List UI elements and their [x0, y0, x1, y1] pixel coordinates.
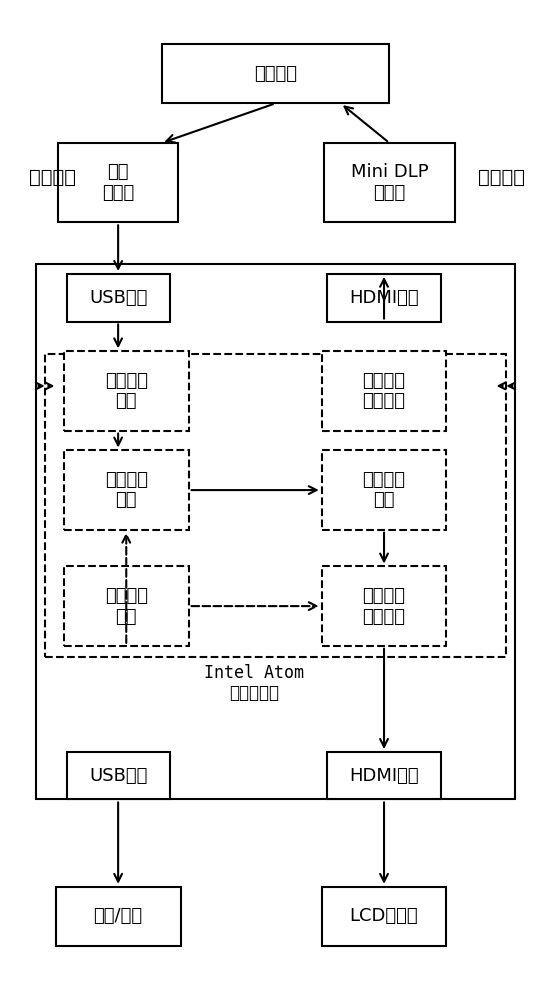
Bar: [327, 752, 441, 799]
Text: 相位计算
模块: 相位计算 模块: [105, 471, 148, 509]
Text: LCD显示屏: LCD显示屏: [350, 908, 418, 926]
Text: Mini DLP
投影仪: Mini DLP 投影仪: [350, 163, 428, 202]
Bar: [64, 351, 188, 431]
Bar: [45, 354, 506, 657]
Bar: [58, 143, 178, 222]
Text: 形变光栅: 形变光栅: [29, 168, 75, 187]
Text: 三维形貌
重建模块: 三维形貌 重建模块: [363, 587, 406, 626]
Text: 键盘/鼠标: 键盘/鼠标: [94, 908, 143, 926]
Text: USB接口: USB接口: [89, 289, 147, 307]
Bar: [36, 264, 515, 799]
Bar: [322, 351, 446, 431]
Bar: [67, 274, 170, 322]
Bar: [64, 566, 188, 646]
Bar: [56, 887, 181, 946]
Text: 参数设置
模块: 参数设置 模块: [105, 587, 148, 626]
Bar: [161, 44, 390, 103]
Bar: [67, 752, 170, 799]
Text: USB接口: USB接口: [89, 767, 147, 785]
Bar: [64, 450, 188, 530]
Bar: [322, 566, 446, 646]
Text: 被测对象: 被测对象: [254, 65, 297, 83]
Text: 数字光栅
投影模块: 数字光栅 投影模块: [363, 372, 406, 410]
Text: 图像捕获
模块: 图像捕获 模块: [105, 372, 148, 410]
Text: Intel Atom
嵌入式平台: Intel Atom 嵌入式平台: [204, 664, 304, 702]
Bar: [325, 143, 455, 222]
Bar: [322, 450, 446, 530]
Text: 相位展开
模块: 相位展开 模块: [363, 471, 406, 509]
Bar: [327, 274, 441, 322]
Text: 投影光栅: 投影光栅: [478, 168, 525, 187]
Text: HDMI接口: HDMI接口: [349, 767, 419, 785]
Text: 工业
摄像机: 工业 摄像机: [102, 163, 134, 202]
Bar: [322, 887, 446, 946]
Text: HDMI接口: HDMI接口: [349, 289, 419, 307]
